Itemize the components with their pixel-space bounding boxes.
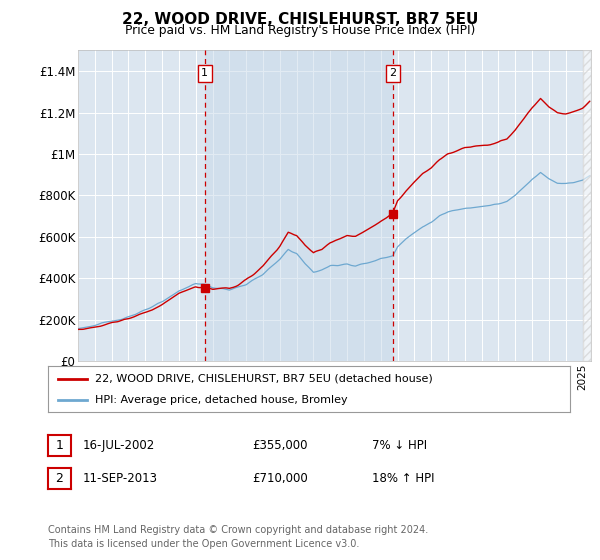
Text: 22, WOOD DRIVE, CHISLEHURST, BR7 5EU: 22, WOOD DRIVE, CHISLEHURST, BR7 5EU — [122, 12, 478, 27]
Text: Price paid vs. HM Land Registry's House Price Index (HPI): Price paid vs. HM Land Registry's House … — [125, 24, 475, 37]
Text: 2: 2 — [55, 472, 64, 486]
Text: £355,000: £355,000 — [252, 438, 308, 452]
Bar — [583, 50, 591, 361]
Text: 7% ↓ HPI: 7% ↓ HPI — [372, 438, 427, 452]
Text: 11-SEP-2013: 11-SEP-2013 — [83, 472, 158, 486]
Text: £710,000: £710,000 — [252, 472, 308, 486]
Text: Contains HM Land Registry data © Crown copyright and database right 2024.
This d: Contains HM Land Registry data © Crown c… — [48, 525, 428, 549]
Text: 16-JUL-2002: 16-JUL-2002 — [83, 438, 155, 452]
Text: 2: 2 — [389, 68, 396, 78]
Text: 1: 1 — [55, 438, 64, 452]
Text: 22, WOOD DRIVE, CHISLEHURST, BR7 5EU (detached house): 22, WOOD DRIVE, CHISLEHURST, BR7 5EU (de… — [95, 374, 433, 384]
Bar — [205, 50, 392, 361]
Text: 1: 1 — [202, 68, 208, 78]
Text: 18% ↑ HPI: 18% ↑ HPI — [372, 472, 434, 486]
Text: HPI: Average price, detached house, Bromley: HPI: Average price, detached house, Brom… — [95, 395, 347, 405]
